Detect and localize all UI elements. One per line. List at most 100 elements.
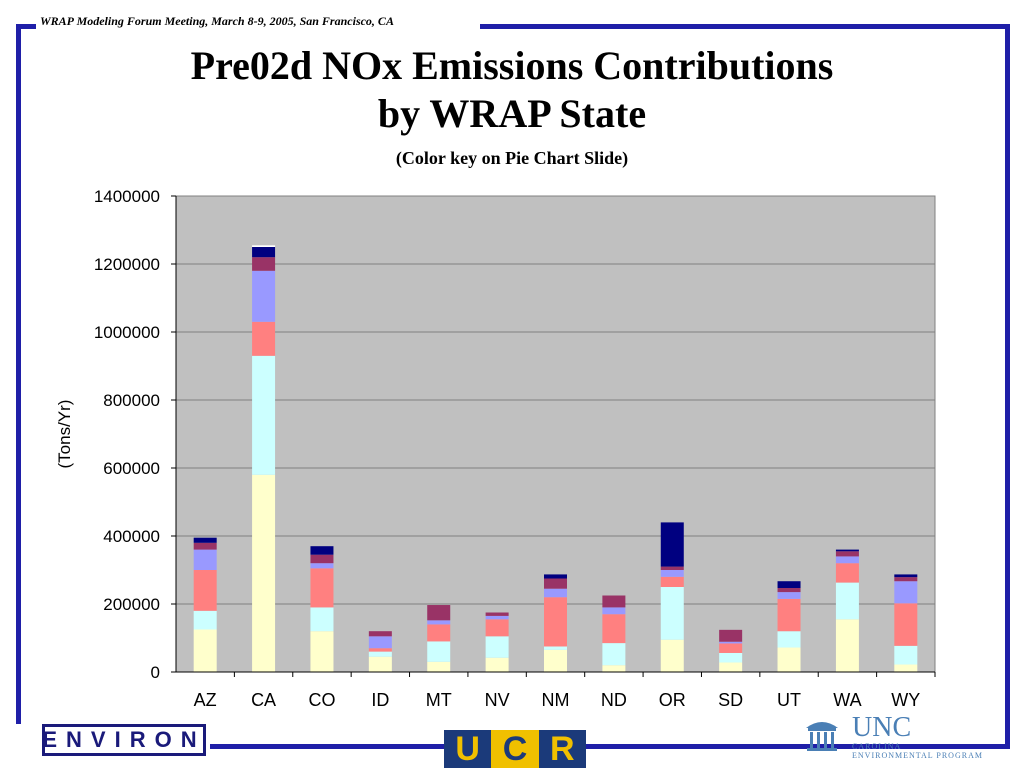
unc-logo: UNC CAROLINA ENVIRONMENTAL PROGRAM [800, 712, 1005, 760]
meeting-header: WRAP Modeling Forum Meeting, March 8-9, … [40, 14, 394, 28]
x-tick-label: OR [659, 690, 686, 710]
bar-segment [485, 657, 509, 672]
x-tick-label: NV [485, 690, 510, 710]
unc-logo-subtitle-2: ENVIRONMENTAL PROGRAM [852, 751, 983, 760]
bar-segment [485, 612, 509, 616]
bar-segment [777, 592, 801, 599]
y-tick-label: 800000 [103, 391, 160, 410]
bar-segment [544, 574, 567, 579]
x-tick-label: WA [833, 690, 861, 710]
x-tick-label: AZ [194, 690, 217, 710]
bar-segment [660, 566, 684, 570]
frame-bottom [210, 744, 1010, 749]
x-tick-label: CO [308, 690, 335, 710]
bar-segment [602, 595, 626, 608]
bar-segment [252, 247, 276, 258]
bar-segment [544, 646, 567, 650]
bar-segment [719, 652, 743, 663]
bar-segment [894, 574, 918, 578]
bar-segment [602, 643, 626, 666]
bar-segment [368, 648, 392, 652]
unc-logo-text: UNC [852, 712, 912, 743]
bar-segment [835, 582, 859, 620]
bar-segment [602, 614, 626, 644]
bar-segment [777, 631, 801, 648]
bar-segment [719, 629, 743, 642]
x-tick-label: UT [777, 690, 801, 710]
bar-segment [894, 664, 918, 672]
bar-segment [252, 257, 276, 271]
bar-segment [252, 355, 276, 475]
bar-segment [544, 588, 567, 598]
bar-segment [835, 563, 859, 583]
ucr-logo-c: C [491, 730, 539, 768]
bar-segment [835, 549, 859, 552]
bar-segment [252, 321, 276, 356]
title-line-1: Pre02d NOx Emissions Contributions [190, 43, 834, 88]
x-tick-label: WY [891, 690, 920, 710]
bar-segment [777, 598, 801, 632]
bar-segment [544, 597, 567, 647]
bar-segment [777, 647, 801, 672]
y-tick-label: 600000 [103, 459, 160, 478]
slide-subtitle: (Color key on Pie Chart Slide) [395, 148, 629, 168]
bar-segment [193, 549, 217, 570]
bar-segment [835, 556, 859, 564]
bar-segment [368, 651, 392, 657]
bar-segment [894, 577, 918, 582]
bar-segment [544, 649, 567, 672]
bar-segment [719, 643, 743, 653]
x-tick-label: MT [426, 690, 452, 710]
bar-segment [660, 570, 684, 577]
y-axis-label: (Tons/Yr) [55, 400, 74, 469]
frame-left [16, 24, 21, 724]
bar-segment [660, 576, 684, 587]
y-tick-label: 1400000 [94, 187, 160, 206]
bar-segment [193, 629, 217, 672]
bar-segment [660, 522, 684, 567]
bar-segment [835, 619, 859, 672]
bar-segment [835, 551, 859, 557]
bar-segment [660, 639, 684, 672]
old-well-icon [806, 722, 838, 751]
y-tick-label: 0 [151, 663, 160, 682]
bar-segment [310, 607, 334, 632]
bar-segment [252, 270, 276, 322]
bar-segment [193, 610, 217, 630]
bar-segment [252, 474, 276, 672]
bar-segment [368, 636, 392, 649]
ucr-logo: U C R [444, 730, 586, 768]
y-tick-label: 200000 [103, 595, 160, 614]
bar-segment [310, 563, 334, 569]
bar-segment [193, 542, 217, 550]
bar-segment [544, 578, 567, 589]
bar-segment [894, 581, 918, 604]
bar-segment [485, 615, 509, 620]
bar-segment [310, 554, 334, 564]
environ-logo-text: ENVIRON [42, 727, 206, 752]
frame-right [1005, 24, 1010, 744]
title-line-2: by WRAP State [377, 91, 647, 136]
bar-segment [660, 587, 684, 640]
bar-segment [894, 645, 918, 665]
bar-segment [894, 603, 918, 646]
x-tick-label: SD [718, 690, 743, 710]
slide-title: Pre02d NOx Emissions Contributions by WR… [0, 42, 1024, 138]
frame-top [480, 24, 1010, 29]
frame-top-left [16, 24, 36, 29]
bar-segment [310, 546, 334, 555]
bar-segment [485, 619, 509, 637]
bar-segment [193, 570, 217, 611]
bar-segment [193, 537, 217, 543]
y-tick-label: 1000000 [94, 323, 160, 342]
bar-segment [777, 581, 801, 589]
bar-segment [485, 636, 509, 658]
x-tick-label: ND [601, 690, 627, 710]
bar-segment [719, 662, 743, 672]
x-tick-label: CA [251, 690, 276, 710]
bar-segment [427, 641, 451, 662]
x-tick-label: NM [542, 690, 570, 710]
ucr-logo-u: U [455, 729, 480, 768]
bar-segment [310, 631, 334, 672]
